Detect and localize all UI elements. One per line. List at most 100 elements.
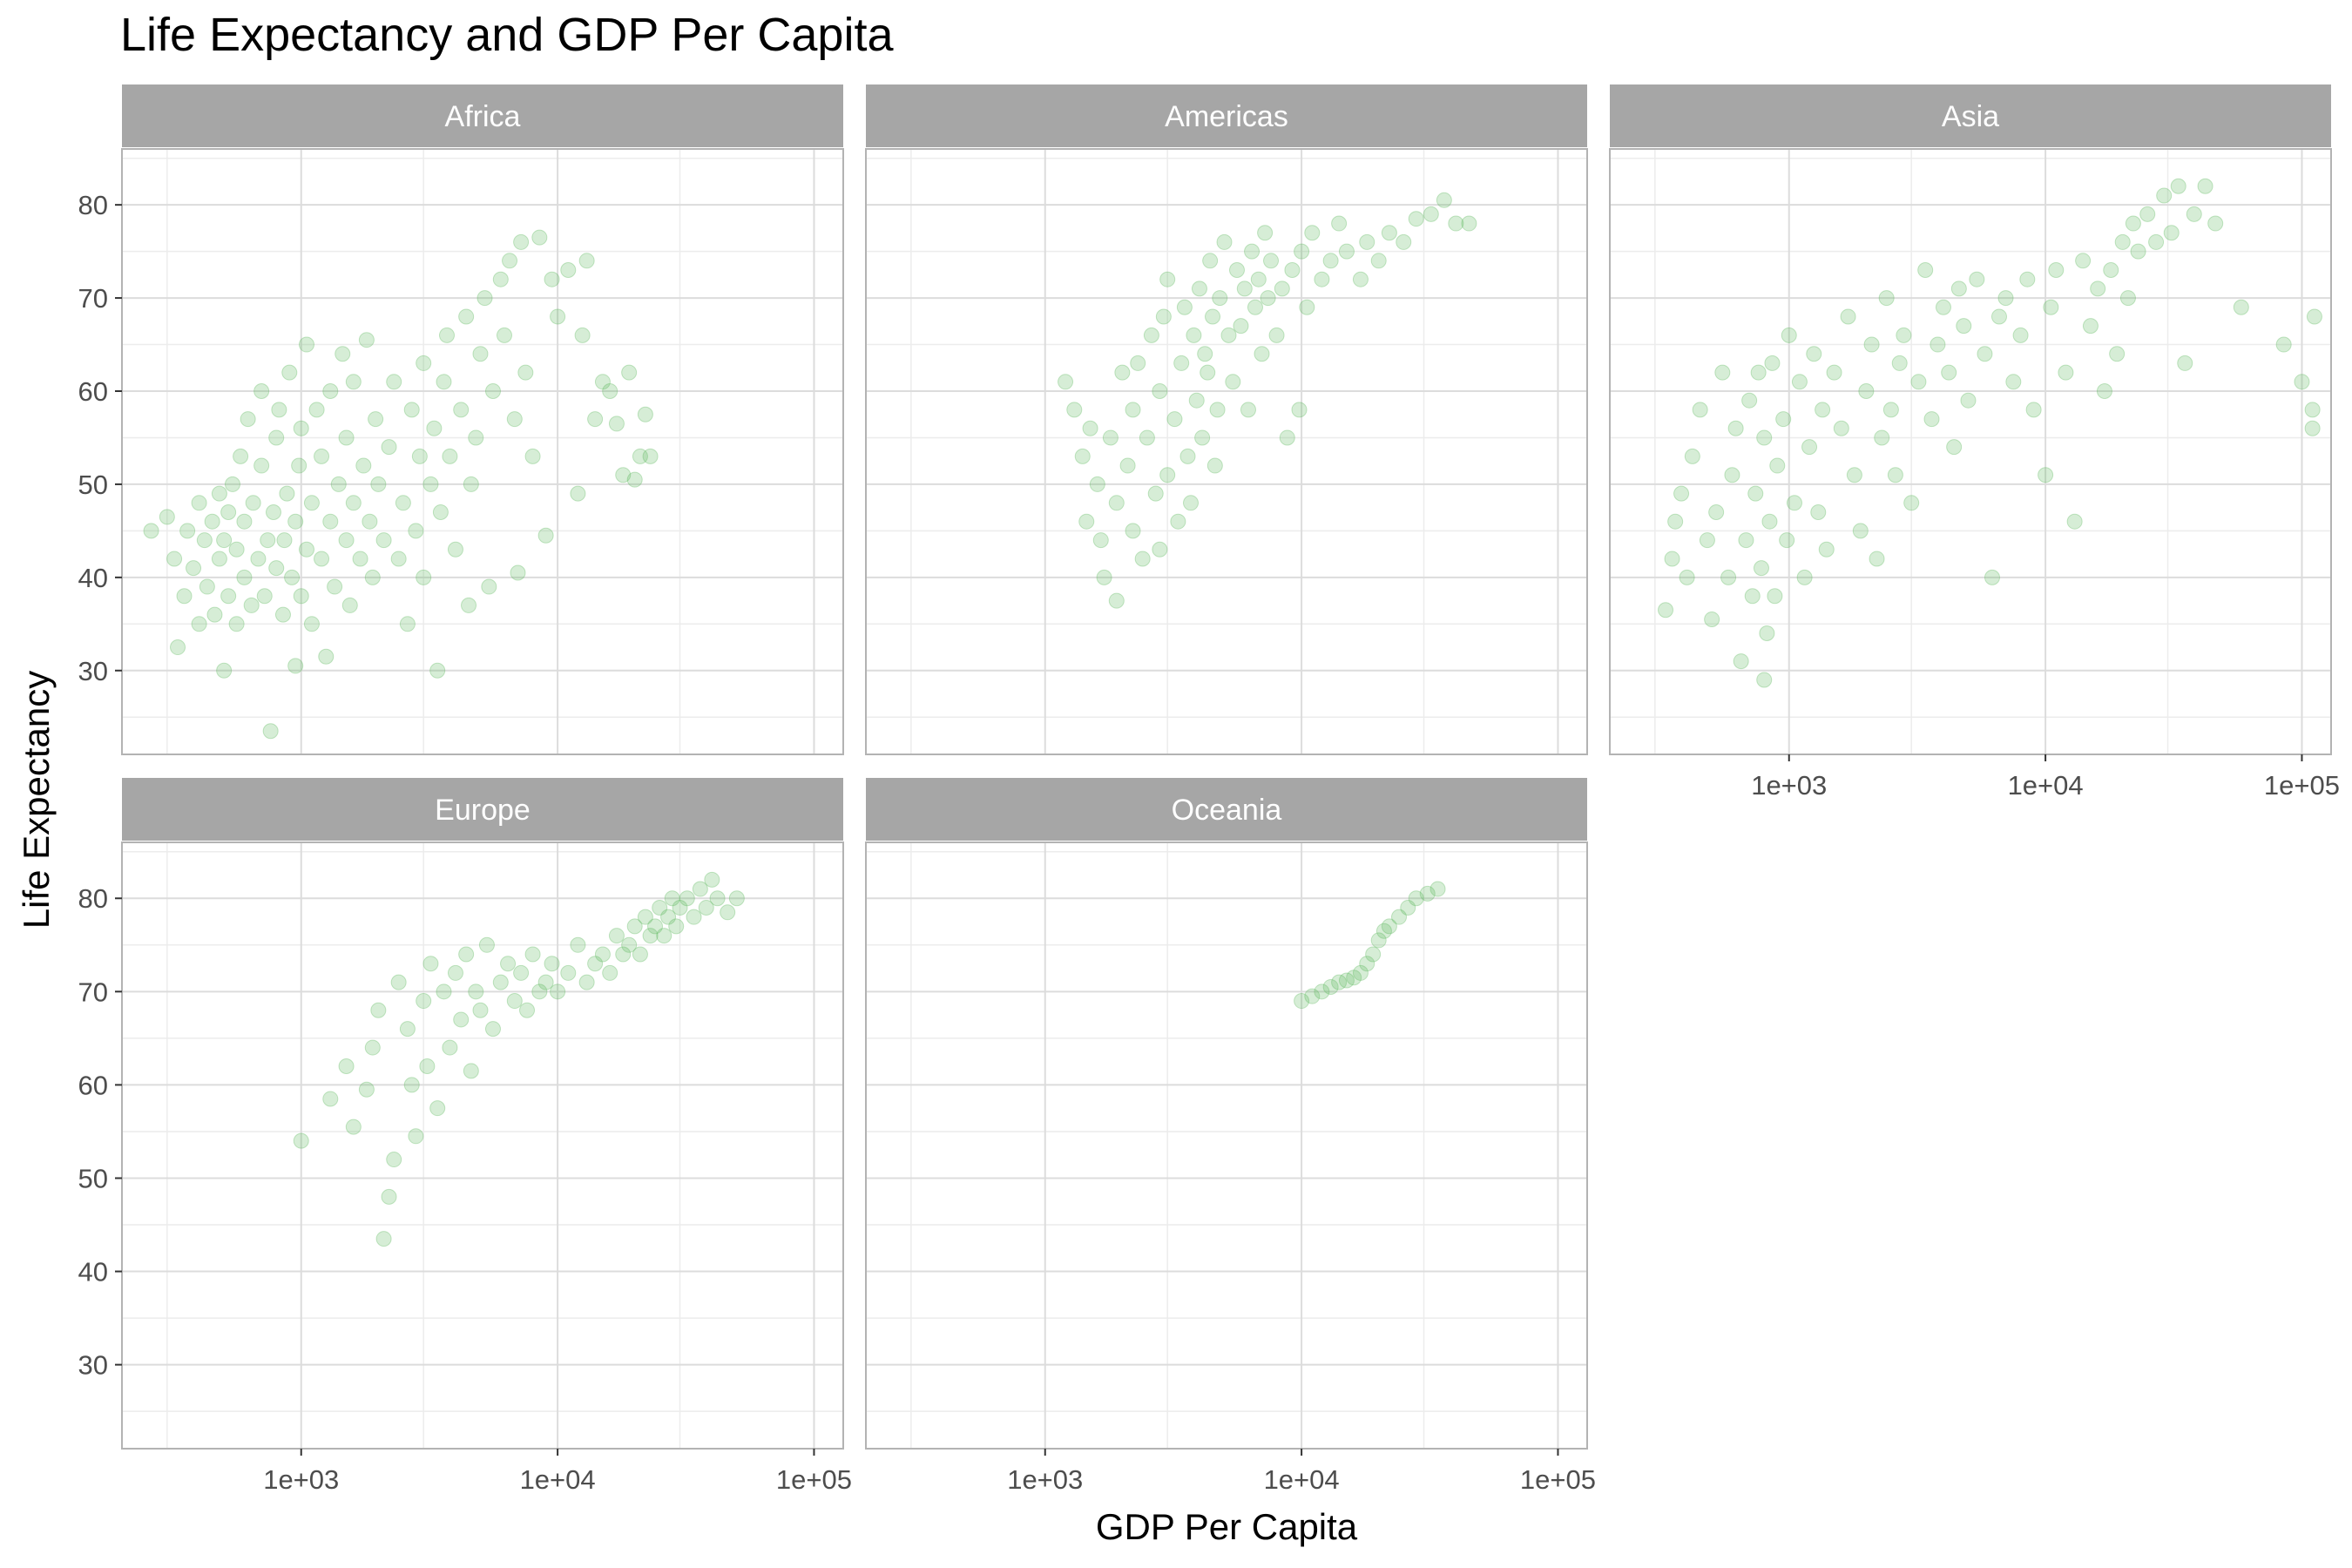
data-point bbox=[1756, 672, 1773, 688]
data-point bbox=[345, 495, 362, 511]
data-point bbox=[1764, 355, 1781, 371]
data-point bbox=[250, 551, 267, 567]
chart-title: Life Expectancy and GDP Per Capita bbox=[120, 9, 894, 61]
x-tick-label: 1e+04 bbox=[1264, 1464, 1340, 1495]
data-point bbox=[260, 532, 276, 549]
data-point bbox=[386, 1152, 402, 1168]
data-point bbox=[500, 956, 517, 972]
data-point bbox=[594, 946, 611, 963]
data-point bbox=[170, 639, 186, 656]
data-point bbox=[1108, 592, 1125, 609]
data-point bbox=[408, 523, 424, 539]
data-point bbox=[510, 564, 526, 581]
facet-strip bbox=[122, 84, 843, 147]
data-point bbox=[322, 513, 339, 530]
data-point bbox=[1903, 495, 1920, 511]
data-point bbox=[1173, 355, 1190, 371]
data-point bbox=[1708, 504, 1725, 520]
data-point bbox=[403, 1077, 420, 1093]
data-point bbox=[322, 1091, 339, 1107]
data-point bbox=[472, 1002, 489, 1018]
data-point bbox=[728, 890, 745, 907]
data-point bbox=[322, 383, 339, 399]
data-point bbox=[1359, 233, 1375, 250]
data-point bbox=[370, 1002, 387, 1018]
data-point bbox=[1896, 327, 1912, 343]
data-point bbox=[1352, 964, 1369, 981]
data-point bbox=[652, 899, 668, 916]
data-point bbox=[338, 1058, 355, 1074]
data-point bbox=[236, 569, 253, 585]
data-point bbox=[1216, 233, 1233, 250]
data-point bbox=[679, 890, 695, 907]
data-point bbox=[1082, 420, 1098, 436]
data-point bbox=[1228, 262, 1245, 278]
data-point bbox=[1143, 327, 1159, 343]
data-point bbox=[2207, 215, 2224, 232]
facet-panel-americas: Americas bbox=[865, 84, 1588, 755]
data-point bbox=[303, 495, 320, 511]
data-point bbox=[429, 1100, 446, 1117]
data-point bbox=[1946, 439, 1963, 456]
data-point bbox=[496, 327, 512, 343]
data-point bbox=[608, 928, 625, 944]
data-point bbox=[537, 974, 554, 990]
data-point bbox=[1423, 206, 1439, 222]
data-point bbox=[245, 495, 261, 511]
data-point bbox=[608, 416, 625, 432]
data-point bbox=[476, 290, 493, 307]
data-point bbox=[159, 509, 175, 525]
data-point bbox=[2148, 233, 2165, 250]
data-point bbox=[1058, 374, 1074, 390]
data-point bbox=[191, 495, 207, 511]
data-point bbox=[1956, 318, 1972, 335]
data-point bbox=[314, 551, 330, 567]
data-point bbox=[303, 616, 320, 632]
data-point bbox=[1997, 290, 2014, 307]
panel-border bbox=[865, 841, 1588, 1450]
data-point bbox=[642, 448, 659, 464]
data-point bbox=[375, 532, 392, 549]
data-point bbox=[1882, 402, 1899, 418]
y-tick-label: 40 bbox=[78, 563, 108, 593]
data-point bbox=[206, 606, 223, 623]
panel-border bbox=[865, 148, 1588, 755]
data-point bbox=[2096, 383, 2112, 399]
data-point bbox=[1346, 970, 1362, 986]
data-point bbox=[1338, 972, 1355, 989]
facet-strip-label: Oceania bbox=[1172, 794, 1282, 827]
data-point bbox=[1878, 290, 1895, 307]
data-point bbox=[1365, 946, 1382, 963]
data-point bbox=[166, 551, 183, 567]
data-point bbox=[1984, 569, 2000, 585]
data-point bbox=[1769, 457, 1786, 474]
data-point bbox=[458, 946, 475, 963]
data-point bbox=[1191, 280, 1207, 297]
data-point bbox=[1852, 523, 1869, 539]
data-point bbox=[256, 588, 273, 605]
data-point bbox=[1254, 346, 1270, 362]
data-point bbox=[390, 551, 407, 567]
data-point bbox=[1268, 327, 1285, 343]
facet-points bbox=[293, 871, 745, 1247]
data-point bbox=[204, 513, 220, 530]
x-tick-label: 1e+05 bbox=[776, 1464, 852, 1495]
data-point bbox=[1744, 588, 1761, 605]
data-point bbox=[442, 448, 458, 464]
data-point bbox=[2125, 215, 2141, 232]
data-point bbox=[513, 233, 530, 250]
data-point bbox=[358, 332, 375, 348]
panel-background bbox=[866, 842, 1587, 1449]
data-point bbox=[484, 1021, 501, 1037]
facet-strip-label: Europe bbox=[435, 794, 531, 827]
data-point bbox=[2043, 299, 2059, 315]
data-point bbox=[2038, 467, 2054, 483]
data-point bbox=[1147, 485, 1164, 502]
data-point bbox=[1391, 909, 1408, 925]
facet-strip bbox=[866, 778, 1587, 841]
data-point bbox=[386, 374, 402, 390]
data-point bbox=[191, 616, 207, 632]
data-point bbox=[370, 476, 387, 492]
